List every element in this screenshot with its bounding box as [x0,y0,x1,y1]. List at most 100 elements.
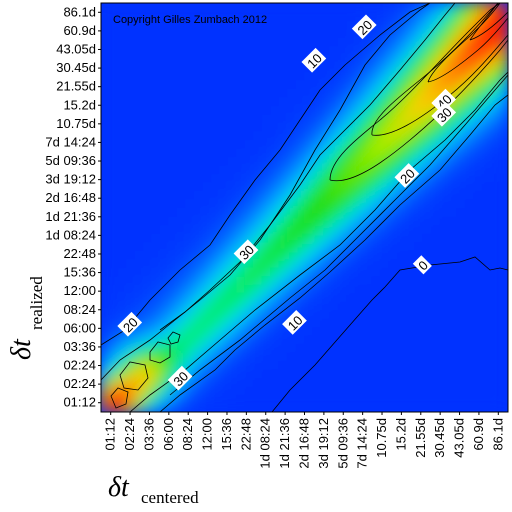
heat-cell [210,215,221,226]
heat-cell [320,326,331,336]
heat-cell [227,368,238,379]
heat-cell [304,36,314,47]
heat-cell [278,394,289,404]
heat-cell [185,164,195,174]
heat-cell [227,155,238,166]
heat-cell [108,164,119,174]
heat-cell [227,130,238,140]
heat-cell [312,113,322,123]
heat-cell [134,181,144,191]
heat-cell [388,232,399,243]
heat-cell [219,172,229,183]
heat-cell [329,266,339,277]
heat-cell [482,130,492,140]
heat-cell [117,402,127,412]
heat-cell [193,147,204,157]
x-tick-label: 08:24 [180,418,195,451]
heat-cell [278,36,289,47]
heat-cell [253,266,263,277]
heat-cell [125,334,136,345]
x-axis-title-symbol: δt [108,472,130,503]
heat-cell [363,11,373,21]
heat-cell [159,402,170,412]
heat-cell [490,79,501,89]
heat-cell [312,164,322,174]
heat-cell [337,402,348,412]
heat-cell [185,87,195,98]
heat-cell [227,113,238,123]
heat-cell [210,198,221,208]
heat-cell [227,343,238,353]
heat-cell [304,394,314,404]
heat-cell [219,96,229,106]
heat-cell [320,224,331,234]
heat-cell [176,334,187,345]
heat-cell [236,45,246,55]
heat-cell [236,266,246,277]
heat-cell [244,402,255,412]
heat-cell [431,79,441,89]
heat-cell [414,224,424,234]
heat-cell [210,275,221,285]
heat-cell [193,104,204,115]
heat-cell [482,79,492,89]
heat-cell [414,189,424,200]
heat-cell [193,334,204,345]
heat-cell [304,368,314,379]
heat-cell [253,70,263,81]
heat-cell [448,309,458,319]
heat-cell [320,28,331,38]
heat-cell [329,53,339,64]
heat-cell [371,300,382,311]
contour-label-background [431,101,457,127]
heat-cell [405,266,416,277]
heat-cell [134,334,144,345]
heat-cell [202,11,212,21]
heat-cell [108,351,119,362]
heat-cell [117,138,127,149]
heat-cell [354,215,365,226]
heat-cell [108,11,119,21]
heat-cell [219,309,229,319]
heat-cell [134,377,144,387]
heat-cell [236,207,246,217]
heat-cell [236,300,246,311]
heat-cell [236,19,246,30]
heat-cell [270,360,280,370]
heat-cell [168,343,178,353]
heat-cell [490,207,501,217]
heat-cell [287,224,297,234]
heat-cell [405,249,416,260]
heat-cell [159,36,170,47]
heat-cell [176,19,187,30]
heat-cell [168,283,178,294]
heat-cell [261,138,272,149]
heat-cell [312,181,322,191]
heat-cell [380,249,390,260]
heat-cell [236,258,246,268]
heat-cell [244,113,255,123]
heat-cell [210,300,221,311]
heat-cell [304,130,314,140]
heat-cell [346,232,356,243]
heat-cell [159,351,170,362]
heat-cell [397,207,407,217]
heat-cell [236,164,246,174]
heat-cell [151,343,161,353]
heat-cell [168,292,178,302]
heat-cell [101,283,110,294]
x-tick-label: 10.75d [374,418,389,458]
heat-cell [168,249,178,260]
heat-cell [125,138,136,149]
heat-cell [405,198,416,208]
heat-cell [219,28,229,38]
heat-cell [329,121,339,132]
heat-cell [422,3,433,13]
x-tick-label: 86.1d [490,418,505,451]
heat-cell [346,385,356,396]
heat-cell [304,189,314,200]
heat-cell [448,232,458,243]
heat-cell [261,155,272,166]
heat-cell [261,249,272,260]
